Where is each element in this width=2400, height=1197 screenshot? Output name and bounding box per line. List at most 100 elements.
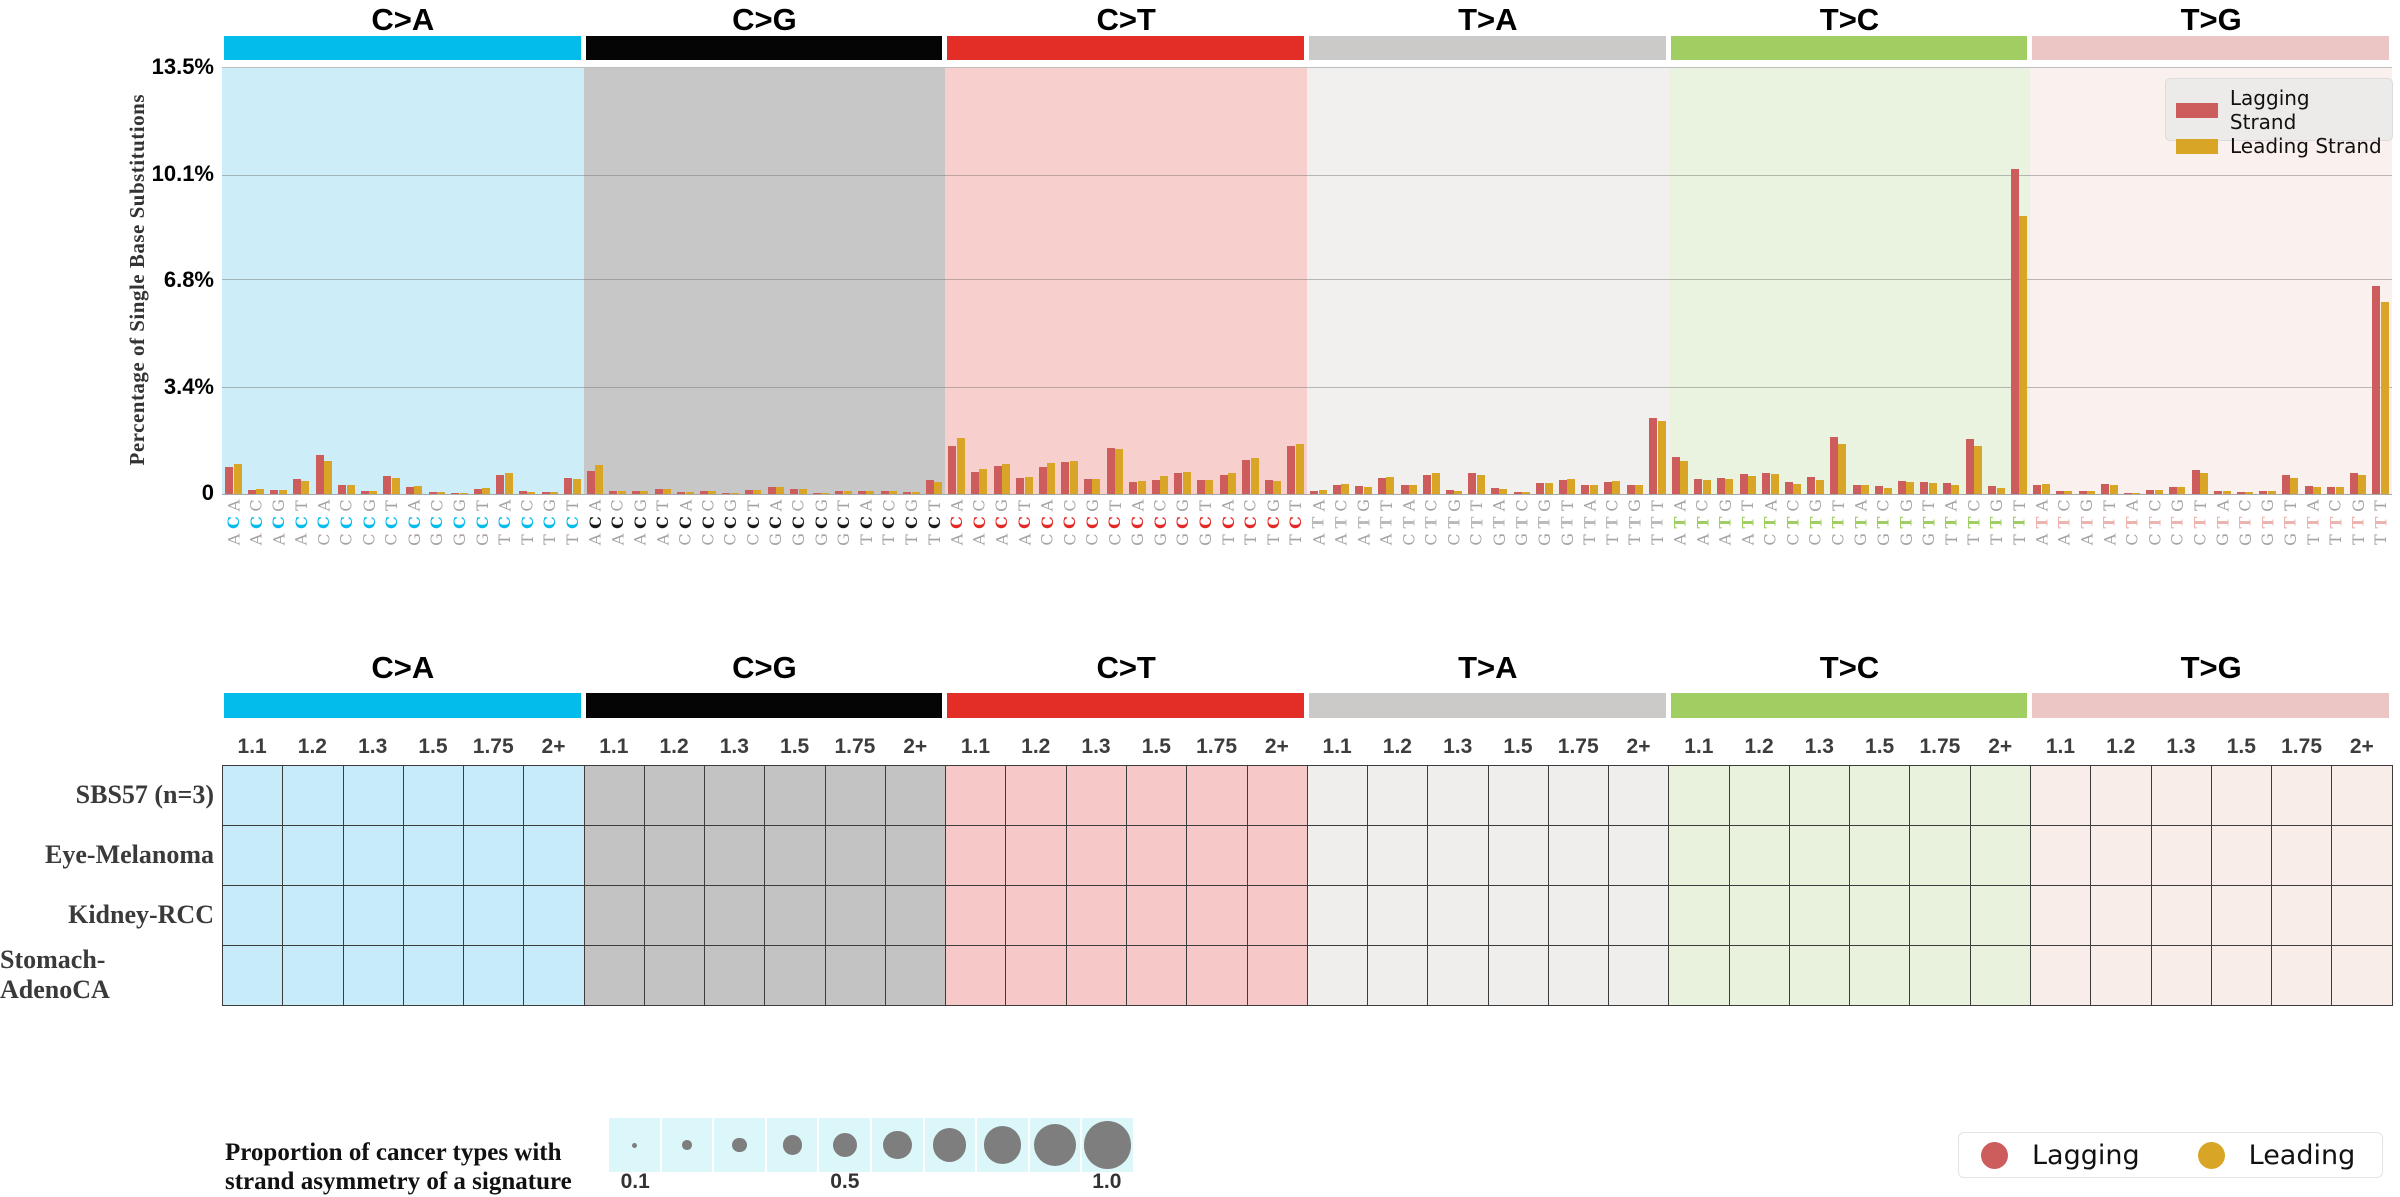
x-tick-letter: C [1014,516,1034,529]
x-tick-letter: C [721,516,741,529]
grid-cell [825,826,886,886]
x-tick-letter: C [1060,516,1080,529]
x-tick-letter: A [2077,533,2097,546]
x-tick-letter: C [743,533,763,546]
bin-label: 2+ [1626,735,1651,758]
bar-leading [1160,476,1169,494]
bar-lagging [744,489,753,494]
x-tick-letter: C [1828,533,1848,546]
bar-leading [1680,460,1689,494]
x-tick-letter: T [2303,534,2323,545]
bottom-strand-legend: Lagging Leading [1958,1132,2383,1178]
section-bg [1668,68,2031,494]
bin-label: 1.75 [1196,735,1237,758]
grid-cell [1548,826,1610,886]
x-tick-letter: T [1444,516,1464,529]
bar-lagging [1603,482,1612,494]
bar-leading [1386,476,1395,494]
grid-cell [1970,766,2031,826]
x-tick-letter: T [2371,534,2391,545]
bar-lagging [1332,484,1341,494]
grid-cell [2091,946,2152,1006]
bar-lagging [383,476,392,494]
x-tick-letter: T [2325,534,2345,545]
bar-lagging [993,465,1002,494]
bar-leading [1521,492,1530,494]
grid-cell [2151,826,2212,886]
bubble-cell [609,1118,660,1172]
bar-leading [708,490,717,494]
x-tick-letter: T [2190,516,2210,529]
x-tick-letter: G [269,499,288,512]
x-tick-letter: T [1828,516,1848,529]
bar-lagging [1716,477,1725,494]
x-tick-letter: G [1534,499,1554,512]
x-tick-letter: G [630,499,650,512]
x-tick-letter: G [1896,533,1916,546]
x-tick-letter: C [1421,533,1441,546]
x-tick-letter: T [924,534,944,545]
bar-leading [2087,491,2096,494]
grid-cell [283,946,344,1006]
x-tick-letter: T [1783,516,1803,529]
x-tick-letter: C [1783,499,1803,512]
grid-cell [1669,886,1730,946]
grid-cell [2272,766,2333,826]
x-tick-letter: A [1376,533,1396,546]
grid-cell [1368,946,1429,1006]
bar-lagging [2214,491,2223,494]
x-tick-letter: C [1873,499,1893,512]
x-tick-letter: T [2348,516,2368,529]
x-tick-letter: G [1806,499,1826,512]
grid-cell [2272,946,2333,1006]
bin-label: 1.1 [960,735,991,758]
bubble-circle [682,1140,692,1150]
section-header: T>G [2180,2,2242,37]
grid-cell [1428,886,1489,946]
grid-cell [1126,886,1188,946]
grid-cell [1307,826,1369,886]
grid-cell [1006,946,1067,1006]
grid-cell [1789,766,1851,826]
bar-leading [1974,446,1983,494]
x-tick-letter: T [1218,534,1238,545]
x-tick-letter: G [1557,533,1577,546]
section-color-bar [2032,36,2389,60]
grid-cell [1609,766,1670,826]
bar-leading [2019,216,2028,494]
bar-lagging [1943,482,1952,494]
x-tick-letter: T [2122,516,2142,529]
y-tick-label: 10.1% [151,160,214,186]
bar-leading [1928,482,1937,494]
x-tick-letter: G [811,499,831,512]
x-tick-letter: T [562,534,582,545]
bin-label: 1.1 [237,735,267,758]
x-tick-letter: G [2258,533,2278,546]
x-tick-letter: T [1376,500,1396,511]
x-tick-letter: T [1625,534,1645,545]
x-tick-letter: T [1354,516,1373,529]
bubble-cell [1082,1118,1133,1172]
x-tick-letter: C [404,516,424,529]
bar-lagging [564,477,573,494]
x-tick-letter: C [630,516,650,529]
grid-cell [1548,946,1610,1006]
grid-cell [1066,766,1127,826]
x-tick-letter: C [1783,533,1803,546]
bar-lagging [767,487,776,494]
x-tick-letter: G [1127,533,1147,546]
bar-lagging [1106,447,1115,494]
bubble-tick-label: 0.1 [620,1170,650,1193]
x-tick-letter: C [608,516,628,529]
x-tick-letter: C [223,516,243,529]
